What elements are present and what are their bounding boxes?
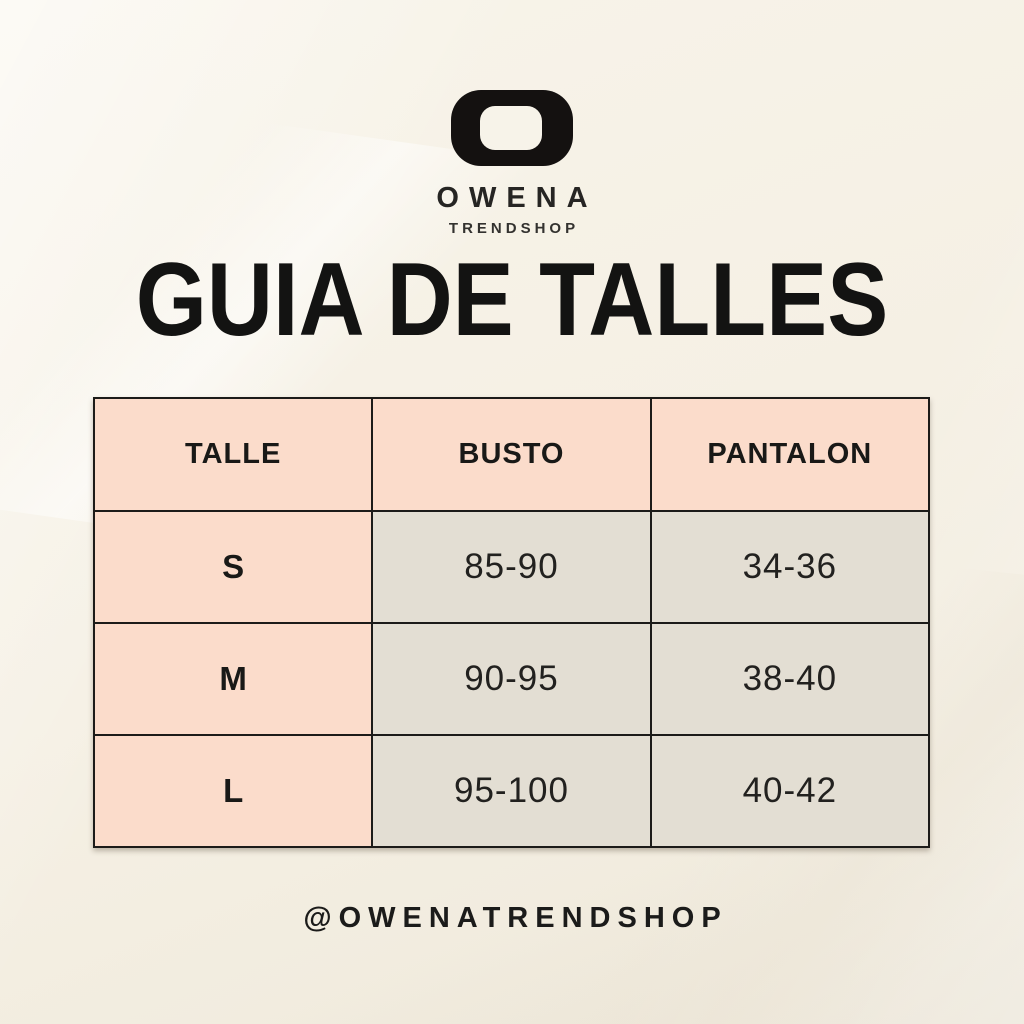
- column-header-pantalon: PANTALON: [651, 399, 928, 510]
- brand-block: OWENA TRENDSHOP: [0, 90, 1024, 236]
- column-header-busto: BUSTO: [373, 399, 650, 510]
- row-m-size-label: M: [95, 624, 372, 734]
- row-l-size-label: L: [95, 736, 372, 846]
- brand-tagline: TRENDSHOP: [448, 220, 580, 237]
- row-l-busto-value: 95-100: [373, 736, 650, 846]
- row-l-pantalon-value: 40-42: [651, 736, 928, 846]
- size-table: TALLE BUSTO PANTALON S 85-90 34-36 M 90-…: [93, 397, 930, 848]
- row-m-busto-value: 90-95: [373, 624, 650, 734]
- row-s-pantalon-value: 34-36: [651, 512, 928, 622]
- row-m-pantalon-value: 38-40: [651, 624, 928, 734]
- owena-logo-icon: [451, 90, 573, 166]
- instagram-handle: @OWENATRENDSHOP: [303, 902, 728, 934]
- page-title: GUIA DE TALLES: [135, 242, 889, 358]
- brand-name: OWENA: [436, 182, 598, 214]
- row-s-busto-value: 85-90: [373, 512, 650, 622]
- column-header-talle: TALLE: [95, 399, 372, 510]
- owena-logo-cutout: [479, 106, 542, 150]
- row-s-size-label: S: [95, 512, 372, 622]
